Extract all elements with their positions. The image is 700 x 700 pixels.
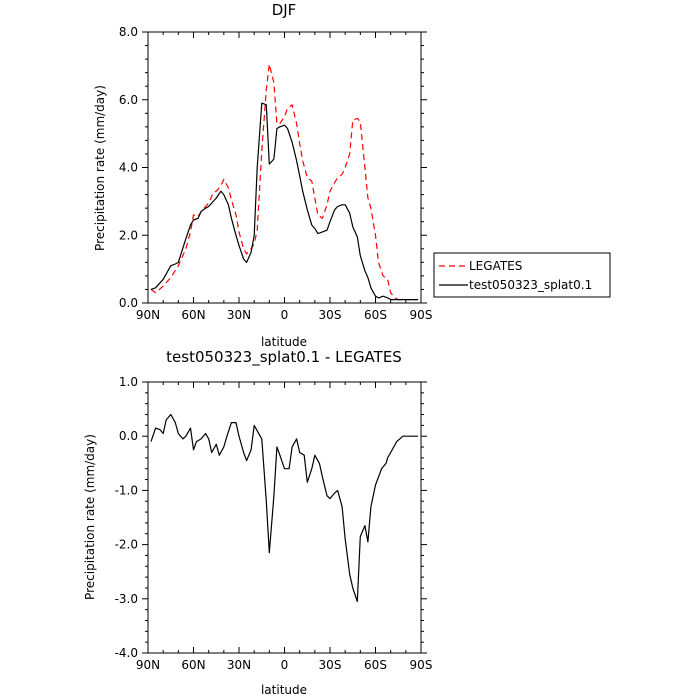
y-axis-label: Precipitation rate (mm/day) xyxy=(83,434,97,600)
y-tick-label: -2.0 xyxy=(115,538,138,552)
series-line-test050323-splat0-1 xyxy=(150,102,418,301)
x-tick-label: 60S xyxy=(364,308,387,322)
series-lines xyxy=(150,63,418,301)
y-tick-label: 0.0 xyxy=(119,429,138,443)
y-tick-label: 0.0 xyxy=(119,296,138,310)
x-tick-label: 0 xyxy=(281,308,289,322)
x-tick-label: 60N xyxy=(181,308,205,322)
x-tick-label: 90S xyxy=(410,658,433,672)
x-tick-label: 60N xyxy=(181,658,205,672)
x-tick-label: 30N xyxy=(227,308,251,322)
x-tick-label: 90N xyxy=(136,308,160,322)
x-tick-label: 0 xyxy=(281,658,289,672)
x-tick-label: 60S xyxy=(364,658,387,672)
legend-box xyxy=(433,252,611,298)
x-tick-label: 90N xyxy=(136,658,160,672)
top-panel: DJF 90N 60N 30N 0 30S 60S 90S 0.02.04.06.08.0 … xyxy=(93,1,432,349)
x-tick-labels: 90N 60N 30N 0 30S 60S 90S xyxy=(136,308,433,322)
y-tick-labels: 0.0 2.0 4.0 6.0 8.0 xyxy=(119,25,138,310)
x-axis-label: latitude xyxy=(261,683,307,697)
chart-title: test050323_splat0.1 - LEGATES xyxy=(166,348,402,367)
series-lines xyxy=(150,413,418,603)
legend-label-test: test050323_splat0.1 xyxy=(469,278,592,292)
y-tick-label: -1.0 xyxy=(115,483,138,497)
x-tick-label: 30S xyxy=(319,658,342,672)
tick-marks xyxy=(142,381,427,654)
y-tick-label: 2.0 xyxy=(119,228,138,242)
y-tick-labels: -4.0 -3.0 -2.0 -1.0 0.0 1.0 xyxy=(115,375,138,660)
legend: LEGATES test050323_splat0.1 xyxy=(433,252,611,298)
bottom-panel: test050323_splat0.1 - LEGATES 90N 60N 30N 0… xyxy=(83,348,432,697)
y-tick-label: -3.0 xyxy=(115,592,138,606)
x-axis-label: latitude xyxy=(261,335,307,349)
x-tick-label: 90S xyxy=(410,308,433,322)
series-line-legates xyxy=(150,63,418,301)
chart-title: DJF xyxy=(272,1,297,19)
legend-label-legates: LEGATES xyxy=(469,259,522,273)
plot-frame xyxy=(147,31,422,304)
y-tick-label: 4.0 xyxy=(119,161,138,175)
plot-frame xyxy=(147,381,422,654)
x-tick-label: 30S xyxy=(319,308,342,322)
x-tick-labels: 90N 60N 30N 0 30S 60S 90S xyxy=(136,658,433,672)
y-tick-label: 1.0 xyxy=(119,375,138,389)
x-tick-label: 30N xyxy=(227,658,251,672)
tick-marks xyxy=(142,31,427,304)
y-tick-label: -4.0 xyxy=(115,646,138,660)
y-tick-label: 6.0 xyxy=(119,93,138,107)
y-tick-label: 8.0 xyxy=(119,25,138,39)
y-axis-label: Precipitation rate (mm/day) xyxy=(93,85,107,251)
series-line-difference xyxy=(150,413,418,603)
